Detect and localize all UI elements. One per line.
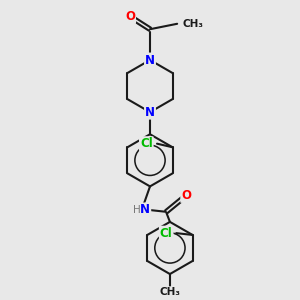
Text: N: N: [140, 203, 150, 216]
Text: Cl: Cl: [140, 137, 153, 150]
Text: CH₃: CH₃: [183, 19, 204, 29]
Text: N: N: [145, 53, 155, 67]
Text: Cl: Cl: [160, 226, 172, 240]
Text: N: N: [145, 106, 155, 119]
Text: CH₃: CH₃: [159, 287, 180, 297]
Text: H: H: [133, 205, 140, 215]
Text: O: O: [125, 10, 135, 23]
Text: O: O: [181, 189, 191, 202]
